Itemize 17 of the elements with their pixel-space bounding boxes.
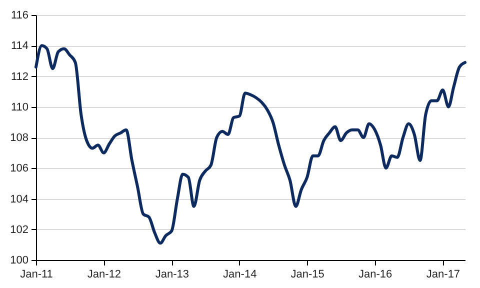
y-tick-label: 102 [10, 224, 28, 236]
y-tick-label: 106 [10, 162, 28, 175]
y-tick-label: 108 [10, 132, 28, 144]
x-tick-label: Jan-15 [290, 268, 324, 280]
x-tick-label: Jan-14 [223, 268, 257, 280]
x-tick-label: Jan-12 [87, 268, 122, 280]
x-tick-label: Jan-16 [358, 268, 392, 280]
y-tick-label: 104 [10, 193, 28, 206]
x-tick-label: Jan-13 [155, 268, 189, 280]
y-tick-label: 112 [10, 70, 28, 83]
y-tick-label: 110 [10, 101, 28, 114]
y-tick-label: 116 [10, 10, 28, 22]
line-series [34, 44, 466, 245]
x-tick-label: Jan-17 [426, 268, 460, 280]
y-tick-label: 114 [10, 40, 28, 52]
x-tick-label: Jan-11 [20, 268, 53, 280]
y-tick-label: 100 [10, 254, 28, 266]
